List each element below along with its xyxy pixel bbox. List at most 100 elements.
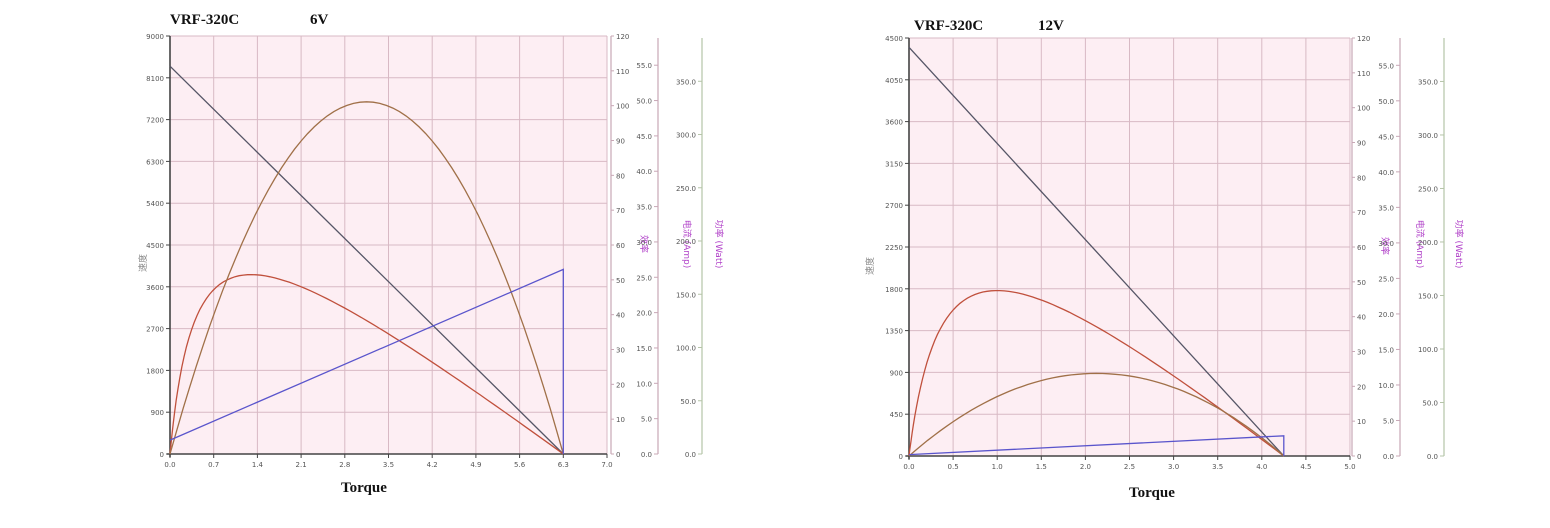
torque-tick-label: 0.7 (208, 461, 219, 469)
efficiency-tick-label: 60 (616, 242, 625, 250)
efficiency-tick-label: 60 (1357, 244, 1366, 252)
chart-2-title: VRF-320C (914, 18, 984, 34)
efficiency-tick-label: 90 (1357, 140, 1366, 148)
torque-tick-label: 4.2 (427, 461, 438, 469)
speed-tick-label: 4500 (885, 35, 903, 43)
current-tick-label: 20.0 (1378, 311, 1394, 319)
speed-tick-label: 4050 (885, 77, 903, 85)
current-axis-label: 电流 (Amp) (1414, 220, 1426, 269)
current-tick-label: 35.0 (1378, 204, 1394, 212)
speed-tick-label: 7200 (146, 117, 164, 125)
torque-tick-label: 2.1 (296, 461, 307, 469)
speed-tick-label: 3600 (885, 119, 903, 127)
efficiency-tick-label: 10 (616, 416, 625, 424)
current-tick-label: 55.0 (636, 62, 652, 70)
current-tick-label: 50.0 (1378, 98, 1394, 106)
chart-1: 0900180027003600450054006300720081009000… (137, 33, 725, 469)
power-tick-label: 250.0 (676, 185, 696, 193)
power-tick-label: 0.0 (1427, 453, 1438, 461)
torque-tick-label: 1.5 (1036, 463, 1047, 471)
torque-tick-label: 2.8 (339, 461, 350, 469)
chart-2-x-axis-title: Torque (1129, 485, 1175, 501)
current-tick-label: 40.0 (636, 168, 652, 176)
torque-tick-label: 0.0 (903, 463, 914, 471)
power-axis-label: 功率 (Watt) (713, 220, 725, 269)
speed-curve (169, 65, 564, 455)
current-tick-label: 35.0 (636, 204, 652, 212)
speed-tick-label: 0 (899, 453, 903, 461)
efficiency-tick-label: 30 (616, 347, 625, 355)
power-axis-label: 功率 (Watt) (1453, 220, 1465, 269)
efficiency-axis-label: 效率 (1379, 237, 1391, 255)
torque-tick-label: 6.3 (558, 461, 569, 469)
power-curve (169, 101, 564, 455)
efficiency-tick-label: 20 (1357, 383, 1366, 391)
current-tick-label: 15.0 (636, 345, 652, 353)
efficiency-curve (908, 289, 1285, 457)
current-tick-label: 45.0 (1378, 133, 1394, 141)
speed-tick-label: 3600 (146, 284, 164, 292)
power-tick-label: 300.0 (1418, 132, 1438, 140)
power-tick-label: 50.0 (680, 398, 696, 406)
torque-tick-label: 3.0 (1168, 463, 1179, 471)
power-curve (908, 372, 1285, 457)
efficiency-tick-label: 20 (616, 381, 625, 389)
speed-tick-label: 5400 (146, 200, 164, 208)
chart-1-subtitle: 6V (310, 12, 329, 28)
speed-tick-label: 900 (890, 369, 903, 377)
speed-tick-label: 1800 (146, 367, 164, 375)
current-tick-label: 50.0 (636, 98, 652, 106)
torque-tick-label: 5.6 (514, 461, 526, 469)
chart-1-x-axis-title: Torque (341, 480, 387, 496)
speed-tick-label: 900 (151, 409, 164, 417)
current-tick-label: 10.0 (636, 380, 652, 388)
efficiency-tick-label: 40 (616, 312, 625, 320)
efficiency-tick-label: 100 (616, 103, 629, 111)
torque-tick-label: 3.5 (1212, 463, 1223, 471)
speed-axis-label: 速度 (137, 254, 149, 272)
speed-tick-label: 1350 (885, 328, 903, 336)
power-tick-label: 150.0 (676, 291, 696, 299)
efficiency-tick-label: 110 (616, 68, 629, 76)
speed-tick-label: 2700 (146, 326, 164, 334)
current-tick-label: 20.0 (636, 310, 652, 318)
power-tick-label: 300.0 (676, 132, 696, 140)
torque-tick-label: 2.5 (1124, 463, 1135, 471)
speed-tick-label: 2700 (885, 202, 903, 210)
efficiency-tick-label: 120 (1357, 35, 1370, 43)
speed-tick-label: 4500 (146, 242, 164, 250)
torque-tick-label: 7.0 (601, 461, 612, 469)
current-tick-label: 30.0 (636, 239, 652, 247)
chart-2-subtitle: 12V (1038, 18, 1064, 34)
power-tick-label: 0.0 (685, 451, 696, 459)
speed-tick-label: 450 (890, 411, 903, 419)
current-tick-label: 5.0 (641, 416, 652, 424)
current-tick-label: 25.0 (636, 274, 652, 282)
current-curve (908, 435, 1285, 456)
efficiency-tick-label: 40 (1357, 314, 1366, 322)
efficiency-tick-label: 80 (616, 172, 625, 180)
speed-tick-label: 9000 (146, 33, 164, 41)
torque-tick-label: 4.5 (1300, 463, 1311, 471)
efficiency-tick-label: 70 (616, 207, 625, 215)
power-tick-label: 350.0 (676, 78, 696, 86)
efficiency-tick-label: 50 (1357, 279, 1366, 287)
current-tick-label: 25.0 (1378, 275, 1394, 283)
current-tick-label: 55.0 (1378, 62, 1394, 70)
efficiency-tick-label: 90 (616, 138, 625, 146)
current-curve (169, 268, 564, 454)
torque-tick-label: 4.9 (470, 461, 481, 469)
torque-tick-label: 0.5 (948, 463, 959, 471)
efficiency-tick-label: 0 (1357, 453, 1361, 461)
speed-tick-label: 2250 (885, 244, 903, 252)
current-tick-label: 45.0 (636, 133, 652, 141)
speed-axis-label: 速度 (864, 257, 876, 275)
power-tick-label: 250.0 (1418, 185, 1438, 193)
speed-tick-label: 1800 (885, 286, 903, 294)
efficiency-tick-label: 120 (616, 33, 629, 41)
current-tick-label: 40.0 (1378, 169, 1394, 177)
power-tick-label: 100.0 (1418, 346, 1438, 354)
power-tick-label: 150.0 (1418, 292, 1438, 300)
torque-tick-label: 1.4 (252, 461, 264, 469)
speed-tick-label: 3150 (885, 160, 903, 168)
